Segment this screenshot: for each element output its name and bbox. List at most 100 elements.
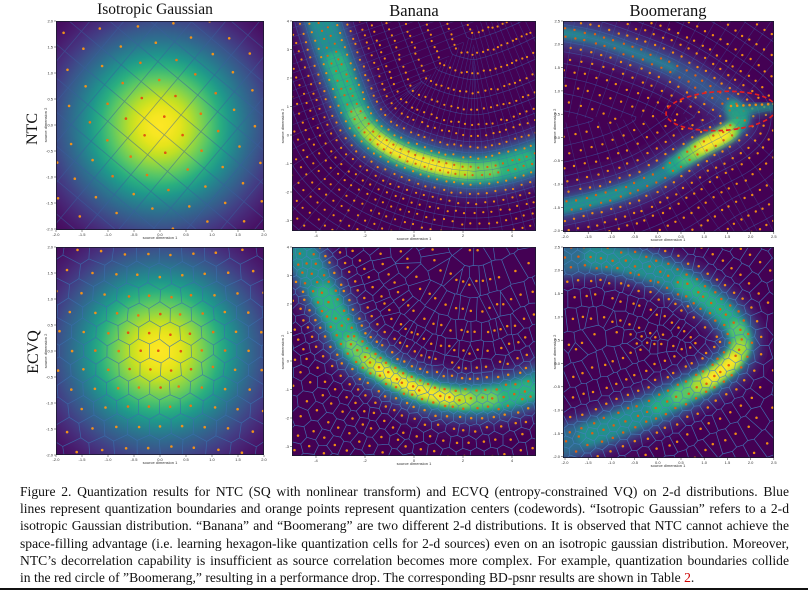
svg-text:4: 4	[511, 458, 514, 463]
svg-text:0.5: 0.5	[183, 457, 189, 462]
svg-text:0.5: 0.5	[678, 460, 684, 465]
svg-text:-2.0: -2.0	[46, 226, 54, 231]
svg-text:0.5: 0.5	[678, 234, 684, 239]
svg-text:1.0: 1.0	[554, 88, 560, 93]
svg-text:-2: -2	[363, 458, 367, 463]
svg-text:-1.0: -1.0	[608, 460, 616, 465]
svg-text:0.5: 0.5	[554, 338, 560, 343]
svg-text:-0.5: -0.5	[46, 374, 54, 379]
svg-text:1.5: 1.5	[725, 460, 731, 465]
svg-text:-2.0: -2.0	[553, 228, 561, 233]
svg-text:0.5: 0.5	[47, 96, 53, 101]
svg-text:2: 2	[462, 233, 465, 238]
svg-text:-0.5: -0.5	[631, 460, 639, 465]
svg-text:-1.5: -1.5	[79, 232, 87, 237]
svg-text:-1.5: -1.5	[46, 200, 54, 205]
svg-text:2.0: 2.0	[47, 18, 53, 23]
svg-text:-0.5: -0.5	[553, 384, 561, 389]
svg-text:0: 0	[413, 458, 416, 463]
svg-text:1.0: 1.0	[701, 234, 707, 239]
svg-text:1: 1	[287, 330, 290, 335]
svg-text:-3: -3	[285, 444, 289, 449]
svg-text:3: 3	[287, 273, 290, 278]
svg-text:-2.0: -2.0	[46, 452, 54, 457]
svg-text:source dimension 1: source dimension 1	[143, 460, 178, 465]
svg-text:1.0: 1.0	[47, 296, 53, 301]
svg-text:4: 4	[511, 233, 514, 238]
svg-text:1.0: 1.0	[554, 314, 560, 319]
svg-text:0: 0	[413, 233, 416, 238]
svg-text:1.5: 1.5	[235, 232, 241, 237]
svg-text:-1.0: -1.0	[46, 400, 54, 405]
svg-text:-0.5: -0.5	[46, 148, 54, 153]
svg-text:2.0: 2.0	[748, 460, 754, 465]
svg-text:-1.0: -1.0	[46, 174, 54, 179]
svg-text:source dimension 2: source dimension 2	[280, 108, 285, 143]
svg-text:-1: -1	[285, 161, 289, 166]
svg-text:2.0: 2.0	[554, 42, 560, 47]
svg-text:0.5: 0.5	[183, 232, 189, 237]
svg-text:-0.5: -0.5	[131, 232, 139, 237]
svg-text:-4: -4	[314, 458, 318, 463]
svg-text:-1.5: -1.5	[46, 426, 54, 431]
svg-text:-1.5: -1.5	[585, 234, 593, 239]
svg-text:1.5: 1.5	[554, 291, 560, 296]
svg-text:-0.5: -0.5	[631, 234, 639, 239]
svg-text:1.5: 1.5	[47, 270, 53, 275]
svg-text:-2.0: -2.0	[553, 454, 561, 459]
svg-text:2.5: 2.5	[554, 18, 560, 23]
svg-text:source dimension 2: source dimension 2	[552, 108, 557, 143]
svg-text:0.0: 0.0	[157, 457, 163, 462]
svg-text:source dimension 1: source dimension 1	[143, 235, 178, 240]
svg-text:source dimension 2: source dimension 2	[43, 333, 48, 368]
svg-text:-0.5: -0.5	[131, 457, 139, 462]
svg-text:-1.0: -1.0	[105, 457, 113, 462]
svg-text:1.0: 1.0	[701, 460, 707, 465]
svg-text:0.0: 0.0	[655, 234, 661, 239]
svg-text:source dimension 2: source dimension 2	[280, 334, 285, 369]
svg-text:0: 0	[287, 132, 290, 137]
svg-text:1.5: 1.5	[235, 457, 241, 462]
svg-text:source dimension 1: source dimension 1	[651, 463, 686, 468]
svg-text:-1.0: -1.0	[608, 234, 616, 239]
svg-text:-1.5: -1.5	[585, 460, 593, 465]
svg-text:2.0: 2.0	[261, 232, 267, 237]
svg-text:2.0: 2.0	[554, 268, 560, 273]
svg-text:0.0: 0.0	[157, 232, 163, 237]
svg-text:0.5: 0.5	[554, 112, 560, 117]
svg-text:1.5: 1.5	[725, 234, 731, 239]
svg-text:2.0: 2.0	[748, 234, 754, 239]
svg-text:1.0: 1.0	[47, 70, 53, 75]
svg-text:0.0: 0.0	[47, 348, 53, 353]
svg-text:2.5: 2.5	[771, 460, 777, 465]
svg-text:1.0: 1.0	[209, 232, 215, 237]
svg-text:0: 0	[287, 358, 290, 363]
svg-text:1.5: 1.5	[47, 44, 53, 49]
svg-text:source dimension 2: source dimension 2	[43, 107, 48, 142]
svg-text:-1.5: -1.5	[553, 205, 561, 210]
svg-text:-1.0: -1.0	[553, 182, 561, 187]
svg-text:2.5: 2.5	[771, 234, 777, 239]
svg-text:-2.0: -2.0	[53, 457, 61, 462]
svg-text:2.5: 2.5	[554, 244, 560, 249]
svg-text:1.5: 1.5	[554, 65, 560, 70]
svg-text:-1.0: -1.0	[105, 232, 113, 237]
svg-text:4: 4	[287, 244, 290, 249]
svg-text:-2: -2	[285, 415, 289, 420]
svg-text:2: 2	[287, 75, 290, 80]
svg-text:-2.0: -2.0	[53, 232, 61, 237]
svg-text:1: 1	[287, 104, 290, 109]
svg-text:-1.5: -1.5	[553, 431, 561, 436]
svg-text:-2.0: -2.0	[562, 460, 570, 465]
svg-text:source dimension 1: source dimension 1	[651, 237, 686, 242]
svg-text:-3: -3	[285, 218, 289, 223]
svg-text:1.0: 1.0	[209, 457, 215, 462]
svg-text:2.0: 2.0	[261, 457, 267, 462]
svg-text:2.0: 2.0	[47, 244, 53, 249]
svg-text:source dimension 1: source dimension 1	[397, 461, 432, 466]
svg-text:4: 4	[287, 18, 290, 23]
svg-text:0.0: 0.0	[554, 135, 560, 140]
svg-text:-2.0: -2.0	[562, 234, 570, 239]
svg-text:0.0: 0.0	[655, 460, 661, 465]
svg-text:-1: -1	[285, 387, 289, 392]
